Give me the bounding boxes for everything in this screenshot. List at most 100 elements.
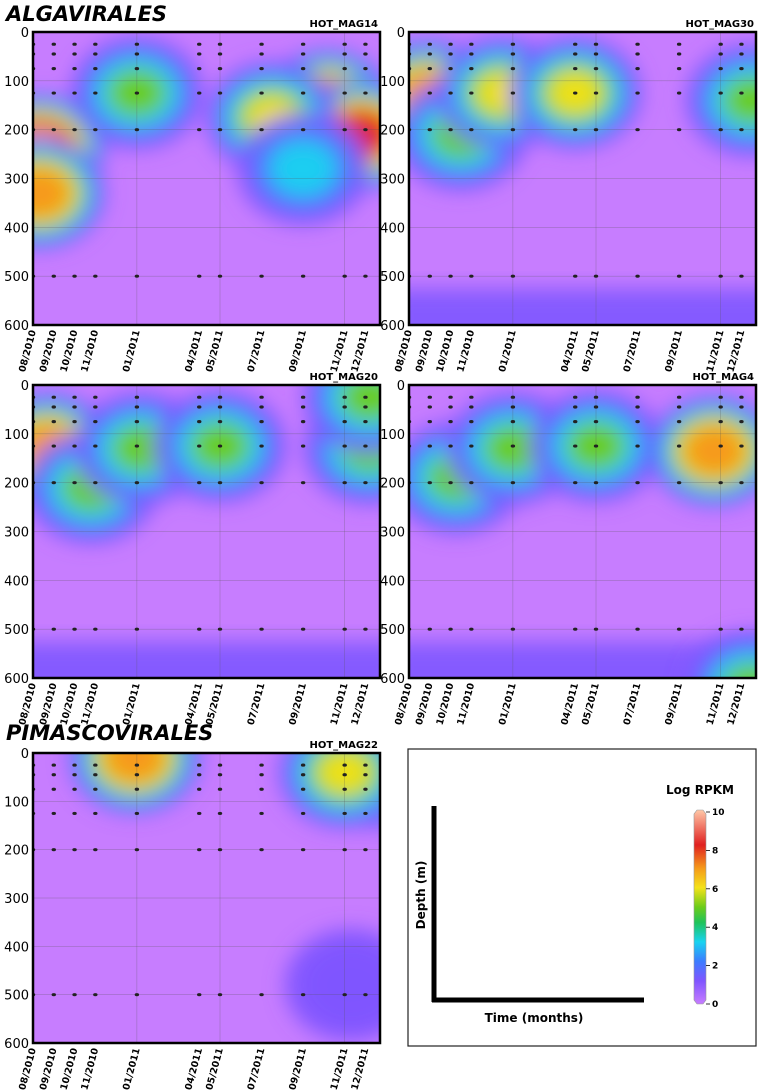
sample-point [93,128,98,132]
sample-point [217,395,223,399]
sample-point [72,128,77,132]
sample-point [197,395,202,399]
deep-water-band [409,288,756,325]
sample-point [300,481,306,485]
sample-point [635,42,640,46]
sample-point [469,420,474,424]
panel-frame [31,383,382,680]
sample-point [718,67,723,71]
sample-point [635,67,640,71]
sample-point [217,52,223,56]
sample-point [363,811,368,816]
sample-point [134,274,140,278]
sample-point [197,773,202,777]
sample-point [217,67,223,71]
sample-point [217,763,223,767]
colorbar-ticks: 10 8 6 4 2 0 [706,808,725,1010]
sample-point [635,444,640,448]
sample-point [676,52,682,56]
y-tick-label: 100 [380,428,405,443]
sample-point [72,481,77,485]
colorbar-tick-label: 0 [712,1000,718,1010]
sample-point [342,67,347,71]
sample-point [300,128,306,132]
sample-point [718,128,723,132]
sample-point [217,627,223,631]
sample-point [51,67,56,71]
sample-point [363,67,368,71]
sample-point [300,848,306,852]
x-tick-label: 12/2011 [726,682,748,727]
sample-point [197,42,202,46]
y-tick-label: 300 [4,173,29,188]
sample-point [72,848,77,852]
x-tick-label: 04/2011 [559,329,581,374]
sample-point [573,91,578,95]
sample-point [448,52,453,56]
x-tick-label: 12/2011 [350,682,372,727]
x-tick-label: 04/2011 [183,682,205,727]
sample-point [197,627,202,631]
sample-point [448,67,453,71]
y-tick-label: 200 [4,477,29,492]
sample-point [448,91,453,95]
y-tick-label: 0 [397,26,405,41]
colorbar [693,809,707,1005]
sample-point [469,481,474,485]
x-tick-label: 10/2010 [59,682,81,727]
sample-point [342,627,347,631]
sample-point [593,67,599,71]
sample-point [197,444,202,448]
sample-point [93,395,98,399]
sample-point [593,274,599,278]
y-tick-label: 200 [380,477,405,492]
sample-point [197,848,202,852]
sample-point [676,420,682,424]
sample-point [342,773,347,777]
sample-point [197,811,202,816]
sample-point [448,128,453,132]
heatmap-contour [721,75,756,125]
sample-point [72,67,77,71]
sample-point [510,128,516,132]
sample-point [300,787,306,791]
sample-point [469,444,474,448]
sample-point [134,67,140,71]
sample-point [51,993,56,997]
sample-point [427,128,432,132]
x-tick-label: 07/2011 [246,1047,268,1091]
sample-point [197,420,202,424]
sample-point [363,444,368,448]
sample-point [217,405,223,409]
sample-point [197,787,202,791]
sample-point [342,52,347,56]
sample-point [93,67,98,71]
x-tick-label: 07/2011 [246,682,268,727]
sample-point [363,993,368,997]
heatmap-field [33,32,380,325]
x-tick-label: 04/2011 [183,1047,205,1091]
heatmap-panel: HOT_MAG30010020030040050060008/201009/20… [380,19,758,374]
sample-point [51,773,56,777]
heatmap-contour [724,663,756,678]
sample-point [93,274,98,278]
sample-point [72,274,77,278]
sample-point [718,627,723,631]
x-tick-label: 01/2011 [121,682,143,727]
heatmap-field [409,32,756,325]
sample-point [72,420,77,424]
sample-point [72,395,77,399]
sample-point [342,811,347,816]
sample-point [739,91,744,95]
sample-point [134,481,140,485]
x-tick-label: 01/2011 [497,682,519,727]
sample-point [342,405,347,409]
y-tick-label: 400 [380,574,405,589]
sample-point [134,405,140,409]
x-tick-label: 08/2010 [393,329,415,374]
sample-point [593,395,599,399]
colorbar-tick-label: 8 [712,846,718,856]
sample-point [300,763,306,767]
sample-point [593,42,599,46]
